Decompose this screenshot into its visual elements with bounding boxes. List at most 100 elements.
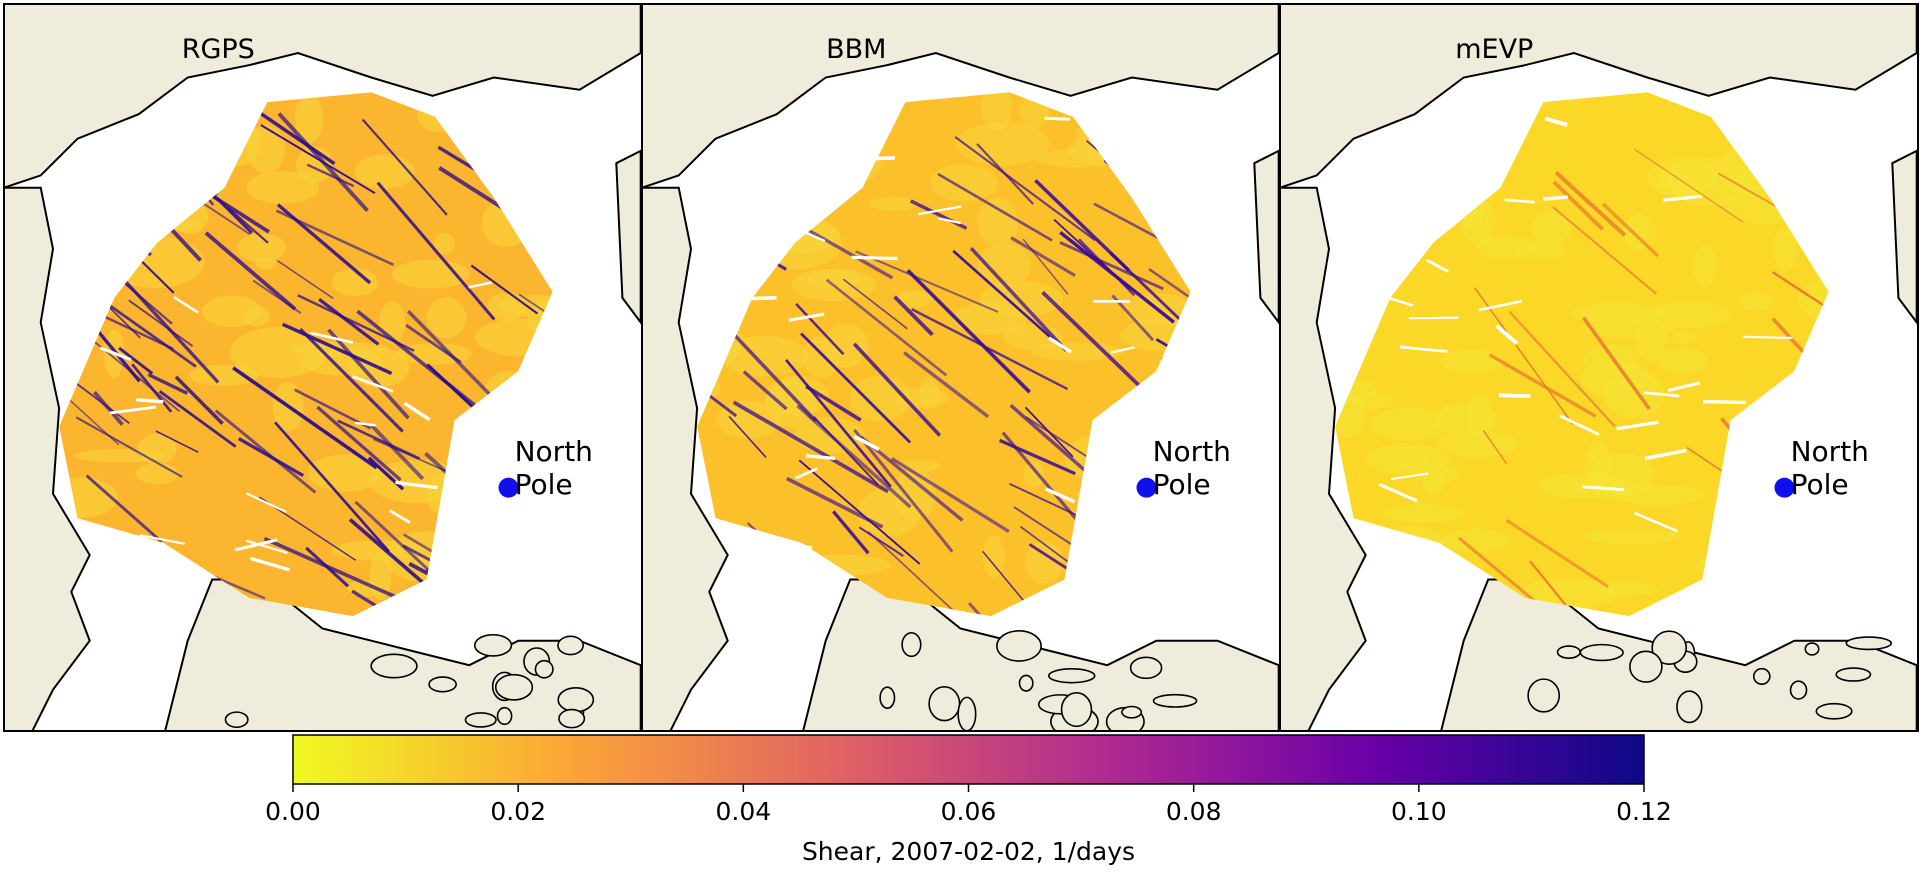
ice-lead — [1408, 316, 1459, 320]
ice-lead — [1110, 346, 1135, 354]
ice-crack — [277, 260, 334, 300]
ice-lead — [245, 492, 287, 513]
ice-crack — [252, 106, 336, 166]
ice-crack — [85, 474, 163, 544]
ice-patch — [1585, 440, 1612, 493]
ice-patch — [391, 259, 470, 289]
land — [1280, 186, 1367, 731]
land — [642, 4, 1280, 189]
ice-patch — [294, 94, 324, 144]
ice-lead — [468, 281, 493, 289]
ice-patch — [246, 170, 320, 204]
ice-lead — [1047, 336, 1073, 354]
ice-crack — [825, 278, 948, 377]
island — [496, 706, 513, 726]
ice-lead — [1044, 116, 1071, 121]
ice-crack — [1634, 148, 1744, 223]
ice-crack — [1059, 241, 1164, 291]
ice-crack — [1601, 202, 1660, 258]
ice-crack — [890, 457, 1010, 533]
colorbar — [292, 734, 1645, 785]
ice-lead — [139, 534, 185, 545]
ice-crack — [131, 363, 173, 413]
ice-crack — [316, 405, 402, 482]
ice-crack — [999, 438, 1076, 476]
ice-crack — [275, 209, 395, 267]
ice-lead — [389, 509, 411, 524]
colorbar-label: Shear, 2007-02-02, 1/days — [802, 837, 1135, 866]
ice-crack — [832, 510, 870, 555]
ice-crack — [281, 322, 393, 376]
ice-crack — [75, 416, 183, 478]
north-pole-marker — [1774, 477, 1795, 498]
ice-lead — [1663, 194, 1703, 202]
ice-crack — [795, 302, 845, 356]
island — [1789, 680, 1808, 700]
map-area — [4, 4, 642, 731]
island — [1651, 630, 1688, 665]
ice-lead — [1616, 420, 1659, 431]
ice-crack — [274, 421, 390, 553]
ice-crack — [1474, 287, 1574, 425]
ice-crack — [376, 181, 496, 321]
ice-patch — [900, 459, 940, 472]
north-pole-marker — [1136, 477, 1157, 498]
ice-lead — [1643, 391, 1680, 398]
island — [996, 630, 1042, 662]
ice-crack — [1488, 353, 1597, 418]
ice-crack — [361, 118, 448, 216]
island — [1629, 650, 1663, 683]
ice-lead — [1504, 198, 1535, 204]
north-pole-label: North Pole — [514, 435, 593, 502]
ice-crack — [327, 328, 410, 420]
ice-patch — [369, 459, 466, 504]
island — [879, 686, 896, 710]
ice-crack — [732, 400, 889, 494]
ice-lead — [795, 467, 818, 480]
ice-crack — [67, 398, 120, 446]
ice-lead — [403, 401, 431, 422]
north-pole-marker — [498, 477, 519, 498]
ice-crack — [98, 312, 174, 351]
colorbar-tick-label: 0.06 — [941, 797, 997, 826]
colorbar-tick-label: 0.02 — [490, 797, 546, 826]
land — [1253, 149, 1280, 326]
ice-lead — [805, 454, 836, 461]
ice-lead — [99, 346, 132, 362]
ice-patch — [980, 281, 1064, 317]
ice-patch — [1384, 504, 1464, 523]
ice-crack — [227, 207, 269, 244]
colorbar-tick-label: 0.04 — [715, 797, 771, 826]
ice-crack — [855, 250, 999, 313]
ice-patch — [487, 292, 527, 321]
map-area — [642, 4, 1280, 731]
land — [802, 578, 1280, 731]
land — [1891, 149, 1918, 326]
ice-crack — [1148, 267, 1191, 303]
island — [1835, 667, 1872, 682]
ice-crack — [813, 416, 879, 486]
ice-crack — [906, 269, 1031, 394]
island — [558, 708, 586, 729]
ice-patch — [1737, 291, 1775, 312]
ice-crack — [1554, 170, 1627, 237]
ice-patch — [1436, 430, 1519, 457]
ice-crack — [911, 308, 1069, 391]
panel-title: mEVP — [1455, 34, 1533, 65]
island — [1804, 642, 1820, 656]
ice-patch — [1583, 528, 1681, 545]
island — [1845, 636, 1893, 651]
ice-patch — [1670, 330, 1697, 344]
ice-lead — [1378, 482, 1418, 503]
ice-lead — [1478, 299, 1523, 312]
ice-patch — [719, 336, 808, 377]
ice-lead — [310, 331, 354, 344]
ice-patch — [331, 268, 379, 297]
ice-patch — [354, 154, 415, 189]
colorbar-tick-label: 0.12 — [1616, 797, 1672, 826]
island — [1676, 690, 1703, 724]
ice-lead — [1644, 448, 1687, 461]
ice-crack — [1552, 180, 1605, 231]
island — [534, 659, 554, 679]
